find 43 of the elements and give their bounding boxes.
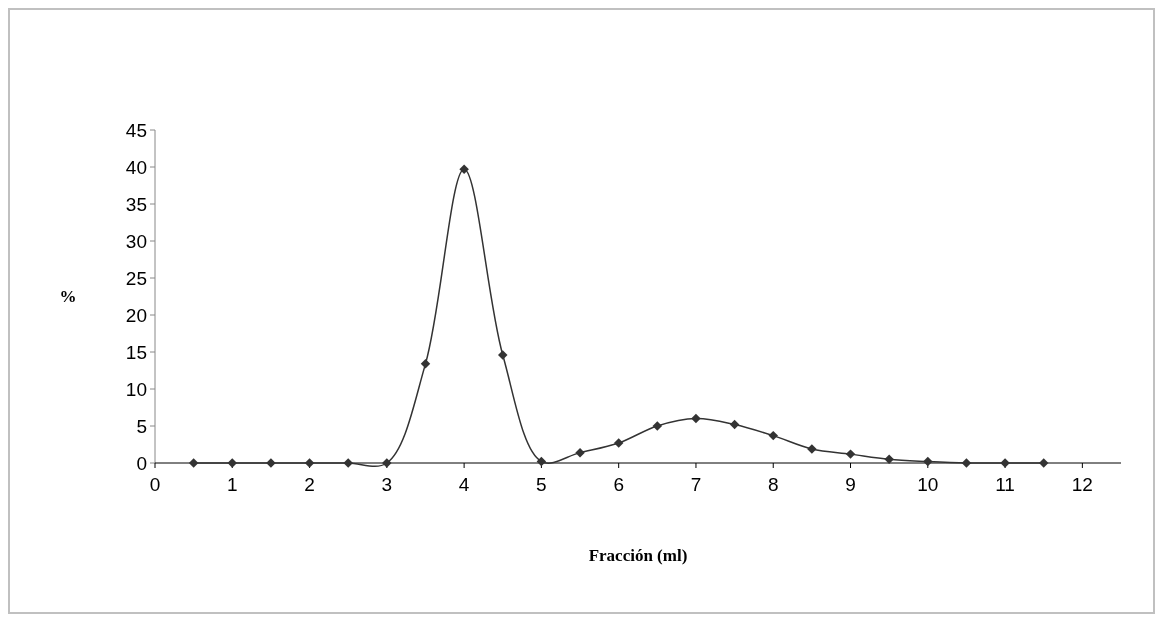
- point: [652, 421, 663, 431]
- x-tick-label: 3: [381, 474, 393, 495]
- y-tick-label: 40: [125, 156, 147, 178]
- point: [961, 458, 972, 468]
- x-tick-label: 9: [845, 474, 856, 495]
- point: [304, 458, 315, 468]
- x-tick-label: 1: [226, 474, 238, 495]
- point: [923, 456, 933, 467]
- point: [613, 438, 624, 448]
- point: [536, 456, 547, 467]
- x-tick-label: 2: [304, 474, 315, 495]
- y-tick-label: 0: [136, 452, 147, 474]
- point: [498, 350, 508, 360]
- point: [227, 458, 238, 468]
- x-axis-title: Fracción (ml): [588, 546, 688, 565]
- y-tick-label: 15: [125, 341, 147, 363]
- y-tick-label: 45: [125, 119, 147, 141]
- x-tick-label: 11: [995, 474, 1015, 495]
- x-tick-label: 6: [613, 474, 624, 495]
- y-tick-label: 20: [125, 304, 147, 326]
- y-tick-label: 25: [125, 267, 147, 289]
- y-tick-label: 5: [136, 415, 147, 437]
- x-tick-label: 5: [536, 474, 547, 495]
- point: [1038, 458, 1049, 468]
- x-tick-label: 0: [149, 474, 161, 495]
- y-axis-title: %: [59, 287, 77, 307]
- x-tick-label: 8: [767, 474, 779, 495]
- point: [691, 413, 701, 424]
- point: [575, 447, 585, 458]
- y-tick-label: 10: [125, 378, 147, 400]
- y-tick-label: 30: [125, 230, 147, 252]
- point: [768, 430, 778, 441]
- x-tick-label: 4: [458, 474, 470, 495]
- point: [188, 458, 199, 468]
- point: [729, 419, 740, 430]
- x-tick-label: 7: [690, 474, 702, 495]
- y-tick-label: 35: [125, 193, 147, 215]
- point: [845, 449, 856, 459]
- x-tick-label: 10: [917, 474, 939, 495]
- x-tick-label: 12: [1071, 474, 1093, 495]
- point: [459, 164, 469, 174]
- point: [420, 359, 431, 369]
- point: [884, 454, 894, 465]
